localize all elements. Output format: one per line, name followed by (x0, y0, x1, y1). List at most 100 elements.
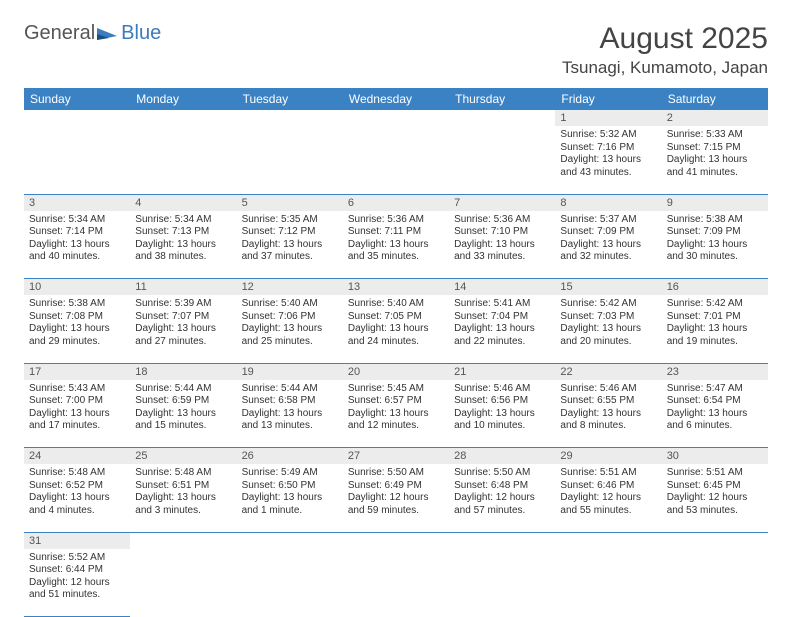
day-number (343, 110, 449, 126)
day-number: 21 (449, 363, 555, 380)
sunset: Sunset: 6:46 PM (560, 480, 656, 493)
day-number (662, 532, 768, 549)
sunset: Sunset: 6:51 PM (135, 480, 231, 493)
day-number: 14 (449, 279, 555, 296)
daynum-row: 31 (24, 532, 768, 549)
sunrise: Sunrise: 5:46 AM (560, 383, 656, 396)
daylight: Daylight: 13 hours and 32 minutes. (560, 239, 656, 264)
sunset: Sunset: 6:45 PM (667, 480, 763, 493)
sunrise: Sunrise: 5:41 AM (454, 298, 550, 311)
day-cell (130, 549, 236, 617)
sunset: Sunset: 6:54 PM (667, 395, 763, 408)
daylight: Daylight: 13 hours and 17 minutes. (29, 408, 125, 433)
week-row: Sunrise: 5:32 AMSunset: 7:16 PMDaylight:… (24, 126, 768, 194)
sunset: Sunset: 7:06 PM (242, 311, 338, 324)
sunrise: Sunrise: 5:52 AM (29, 552, 125, 565)
logo: General Blue (24, 22, 161, 45)
day-cell: Sunrise: 5:48 AMSunset: 6:52 PMDaylight:… (24, 464, 130, 532)
day-cell: Sunrise: 5:39 AMSunset: 7:07 PMDaylight:… (130, 295, 236, 363)
day-cell: Sunrise: 5:42 AMSunset: 7:03 PMDaylight:… (555, 295, 661, 363)
daylight: Daylight: 13 hours and 20 minutes. (560, 323, 656, 348)
day-cell (449, 549, 555, 617)
sunrise: Sunrise: 5:51 AM (667, 467, 763, 480)
location: Tsunagi, Kumamoto, Japan (562, 58, 768, 78)
sunrise: Sunrise: 5:50 AM (348, 467, 444, 480)
day-cell: Sunrise: 5:38 AMSunset: 7:09 PMDaylight:… (662, 211, 768, 279)
day-cell: Sunrise: 5:36 AMSunset: 7:10 PMDaylight:… (449, 211, 555, 279)
sunset: Sunset: 6:56 PM (454, 395, 550, 408)
sunrise: Sunrise: 5:38 AM (667, 214, 763, 227)
day-number: 4 (130, 194, 236, 211)
day-cell: Sunrise: 5:40 AMSunset: 7:06 PMDaylight:… (237, 295, 343, 363)
day-cell: Sunrise: 5:52 AMSunset: 6:44 PMDaylight:… (24, 549, 130, 617)
day-cell: Sunrise: 5:48 AMSunset: 6:51 PMDaylight:… (130, 464, 236, 532)
day-cell: Sunrise: 5:51 AMSunset: 6:46 PMDaylight:… (555, 464, 661, 532)
logo-flag-icon (97, 26, 119, 42)
day-cell (662, 549, 768, 617)
sunrise: Sunrise: 5:49 AM (242, 467, 338, 480)
day-number: 8 (555, 194, 661, 211)
sunset: Sunset: 7:07 PM (135, 311, 231, 324)
day-number: 22 (555, 363, 661, 380)
day-number (130, 532, 236, 549)
daylight: Daylight: 13 hours and 27 minutes. (135, 323, 231, 348)
day-number: 27 (343, 448, 449, 465)
day-number: 7 (449, 194, 555, 211)
day-cell: Sunrise: 5:44 AMSunset: 6:58 PMDaylight:… (237, 380, 343, 448)
daylight: Daylight: 13 hours and 10 minutes. (454, 408, 550, 433)
day-number: 6 (343, 194, 449, 211)
sunset: Sunset: 7:08 PM (29, 311, 125, 324)
daynum-row: 17181920212223 (24, 363, 768, 380)
day-number (237, 110, 343, 126)
day-number: 1 (555, 110, 661, 126)
sunrise: Sunrise: 5:51 AM (560, 467, 656, 480)
day-cell (555, 549, 661, 617)
day-cell: Sunrise: 5:37 AMSunset: 7:09 PMDaylight:… (555, 211, 661, 279)
daynum-row: 10111213141516 (24, 279, 768, 296)
sunset: Sunset: 7:09 PM (560, 226, 656, 239)
sunset: Sunset: 7:00 PM (29, 395, 125, 408)
day-cell: Sunrise: 5:50 AMSunset: 6:49 PMDaylight:… (343, 464, 449, 532)
dow-cell: Saturday (662, 88, 768, 110)
sunset: Sunset: 7:14 PM (29, 226, 125, 239)
daylight: Daylight: 13 hours and 13 minutes. (242, 408, 338, 433)
daylight: Daylight: 13 hours and 41 minutes. (667, 154, 763, 179)
day-number: 11 (130, 279, 236, 296)
day-number: 12 (237, 279, 343, 296)
sunrise: Sunrise: 5:34 AM (135, 214, 231, 227)
sunrise: Sunrise: 5:40 AM (242, 298, 338, 311)
day-cell: Sunrise: 5:49 AMSunset: 6:50 PMDaylight:… (237, 464, 343, 532)
sunrise: Sunrise: 5:43 AM (29, 383, 125, 396)
sunrise: Sunrise: 5:46 AM (454, 383, 550, 396)
calendar-page: General Blue August 2025 Tsunagi, Kumamo… (0, 0, 792, 612)
day-number (555, 532, 661, 549)
sunset: Sunset: 6:59 PM (135, 395, 231, 408)
day-number: 15 (555, 279, 661, 296)
day-number: 23 (662, 363, 768, 380)
sunrise: Sunrise: 5:50 AM (454, 467, 550, 480)
day-cell: Sunrise: 5:35 AMSunset: 7:12 PMDaylight:… (237, 211, 343, 279)
sunset: Sunset: 7:04 PM (454, 311, 550, 324)
day-number: 29 (555, 448, 661, 465)
logo-text-a: General (24, 22, 95, 45)
day-cell: Sunrise: 5:47 AMSunset: 6:54 PMDaylight:… (662, 380, 768, 448)
day-number (237, 532, 343, 549)
sunrise: Sunrise: 5:33 AM (667, 129, 763, 142)
day-number: 3 (24, 194, 130, 211)
sunset: Sunset: 6:57 PM (348, 395, 444, 408)
sunrise: Sunrise: 5:32 AM (560, 129, 656, 142)
dow-row: SundayMondayTuesdayWednesdayThursdayFrid… (24, 88, 768, 110)
day-number (449, 110, 555, 126)
day-cell: Sunrise: 5:51 AMSunset: 6:45 PMDaylight:… (662, 464, 768, 532)
sunset: Sunset: 6:50 PM (242, 480, 338, 493)
sunrise: Sunrise: 5:42 AM (560, 298, 656, 311)
day-cell (449, 126, 555, 194)
day-number: 20 (343, 363, 449, 380)
daylight: Daylight: 12 hours and 51 minutes. (29, 577, 125, 602)
day-number: 10 (24, 279, 130, 296)
sunset: Sunset: 6:52 PM (29, 480, 125, 493)
sunset: Sunset: 6:48 PM (454, 480, 550, 493)
week-row: Sunrise: 5:52 AMSunset: 6:44 PMDaylight:… (24, 549, 768, 617)
daylight: Daylight: 13 hours and 24 minutes. (348, 323, 444, 348)
sunrise: Sunrise: 5:48 AM (29, 467, 125, 480)
